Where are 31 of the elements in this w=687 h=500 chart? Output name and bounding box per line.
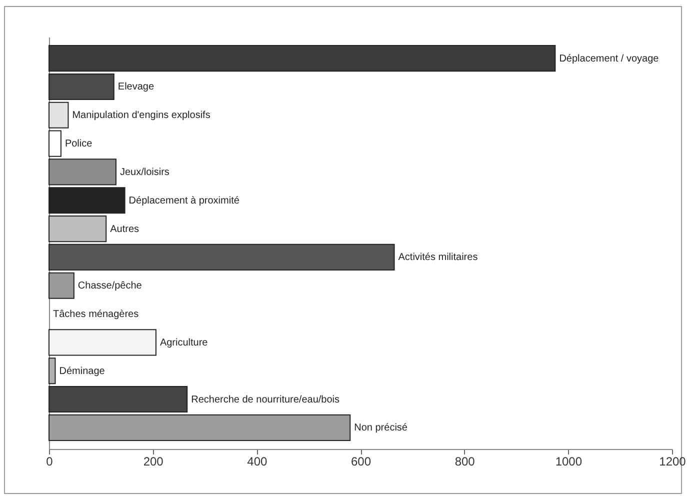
x-tick-label: 0 [46, 454, 54, 468]
bar [48, 358, 56, 384]
bar [48, 272, 74, 299]
y-tick-label: Recherche de nourriture/eau/bois [191, 394, 340, 406]
x-tick-label: 800 [454, 454, 476, 468]
y-tick-label: Police [64, 138, 93, 150]
bar [48, 386, 188, 413]
bar [48, 102, 69, 128]
y-tick-label: Autres [110, 224, 140, 235]
y-tick-label: Non précisé [354, 422, 408, 434]
bar [48, 45, 556, 72]
bar [48, 244, 395, 270]
y-tick-label: Activités militaires [398, 252, 478, 264]
x-tick-label: 200 [143, 454, 164, 468]
y-tick-label: Déplacement à proximité [128, 195, 240, 206]
y-tick-label: Agriculture [160, 337, 208, 348]
y-tick-label: Déminage [59, 366, 106, 377]
x-tick-label: 1000 [555, 454, 582, 468]
y-tick-label: Jeux/loisirs [120, 166, 170, 178]
y-tick-label: Chasse/pêche [78, 280, 142, 292]
y-tick-label: Elevage [118, 82, 154, 93]
bar [48, 216, 107, 242]
bar [48, 414, 351, 441]
y-tick-label: Manipulation d'engins explosifs [72, 110, 210, 122]
x-tick-label: 1200 [659, 454, 686, 468]
x-tick-label: 400 [247, 454, 268, 468]
bar [48, 73, 114, 100]
y-tick-label: Tâches ménagères [53, 309, 139, 320]
bar [48, 329, 156, 356]
y-tick-label: Déplacement / voyage [559, 53, 660, 64]
x-tick-label: 600 [350, 454, 372, 468]
